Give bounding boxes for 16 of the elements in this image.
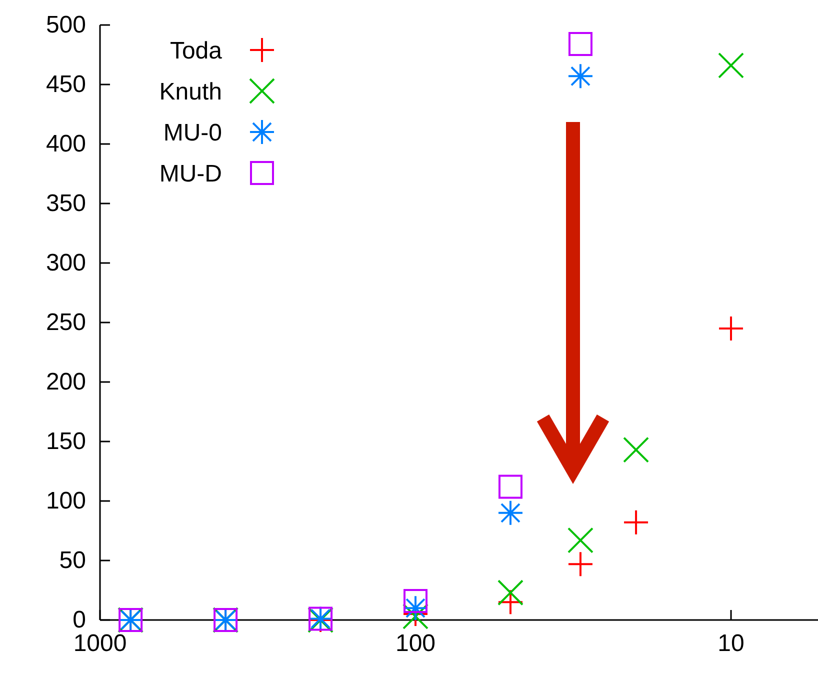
x-tick-label: 100 (395, 630, 436, 658)
legend-label: Knuth (159, 78, 222, 106)
y-tick-label: 150 (46, 428, 86, 456)
y-tick-label: 200 (46, 368, 86, 396)
y-tick-label: 250 (46, 309, 86, 336)
legend-label: MU-0 (163, 119, 222, 146)
legend-label: Toda (170, 37, 223, 64)
y-tick-label: 300 (46, 250, 86, 277)
legend-label: MU-D (159, 160, 222, 188)
y-tick-label: 450 (46, 71, 86, 98)
y-tick-label: 350 (46, 190, 86, 218)
y-tick-label: 50 (59, 547, 86, 574)
y-tick-label: 400 (46, 130, 86, 158)
y-tick-label: 500 (46, 12, 86, 39)
x-tick-label: 10 (718, 630, 744, 658)
y-tick-label: 100 (46, 488, 86, 515)
